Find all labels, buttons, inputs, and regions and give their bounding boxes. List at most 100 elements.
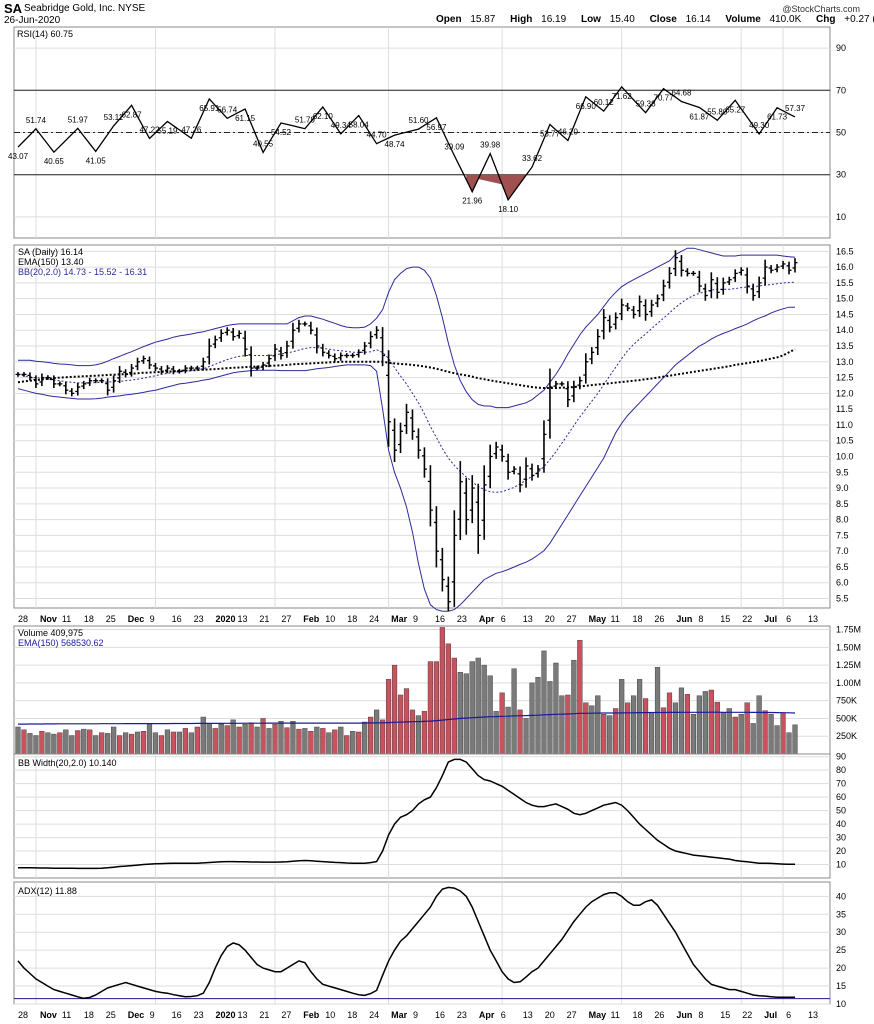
volume-bar bbox=[69, 735, 75, 755]
volume-bar bbox=[786, 732, 792, 755]
volume-bar bbox=[27, 733, 33, 755]
rsi-value-label: 56.97 bbox=[426, 123, 447, 132]
volume-bar bbox=[278, 721, 284, 755]
rsi-value-label: 40.65 bbox=[44, 157, 65, 166]
bottom-axis-xtick-label: 18 bbox=[632, 1010, 642, 1020]
rsi-value-label: 57.37 bbox=[785, 104, 806, 113]
bottom-axis-xtick-label: 26 bbox=[654, 1010, 664, 1020]
rsi-value-label: 49.34 bbox=[331, 121, 352, 130]
price-axis-xtick-label: 21 bbox=[259, 614, 269, 624]
volume-bar bbox=[122, 732, 129, 755]
rsi-value-label: 59.38 bbox=[636, 100, 657, 109]
bbw-panel bbox=[13, 753, 831, 879]
bottom-axis-xtick-label: 23 bbox=[194, 1010, 204, 1020]
volume-bar bbox=[481, 664, 487, 755]
bottom-axis-xtick-label: 11 bbox=[611, 1010, 620, 1020]
volume-bar bbox=[625, 702, 631, 755]
price-axis-xtick-label: Mar bbox=[391, 614, 408, 624]
volume-bar bbox=[326, 732, 332, 755]
price-axis-xtick-label: 16 bbox=[172, 614, 182, 624]
rsi-value-label: 62.87 bbox=[122, 110, 143, 119]
bottom-axis-xtick-label: Feb bbox=[303, 1010, 320, 1020]
bottom-axis-xtick-label: 13 bbox=[237, 1010, 247, 1020]
price-axis-xtick-label: 2020 bbox=[216, 614, 236, 624]
volume-bar bbox=[607, 715, 613, 755]
price-axis-xtick-label: Nov bbox=[40, 614, 57, 624]
bottom-axis-xtick-label: May bbox=[589, 1010, 607, 1020]
volume-bar bbox=[762, 710, 768, 755]
volume-bar bbox=[463, 673, 469, 755]
price-ytick-label: 16.5 bbox=[836, 246, 854, 256]
volume-bar bbox=[720, 712, 726, 755]
volume-bar bbox=[571, 659, 577, 755]
rsi-ytick-label: 70 bbox=[836, 85, 846, 95]
volume-bar bbox=[768, 713, 774, 755]
volume-bar bbox=[708, 689, 714, 755]
volume-bar bbox=[744, 702, 750, 755]
volume-bar bbox=[457, 672, 463, 755]
volume-bar bbox=[613, 708, 619, 755]
volume-bar bbox=[218, 723, 224, 755]
price-ytick-label: 6.0 bbox=[836, 578, 849, 588]
rsi-oversold-fill bbox=[466, 174, 527, 200]
vol-ytick-label: 250K bbox=[836, 731, 857, 741]
bbw-ytick-label: 30 bbox=[836, 833, 846, 843]
bbw-ytick-label: 80 bbox=[836, 765, 846, 775]
rsi-value-label: 48.74 bbox=[385, 140, 406, 149]
price-axis-xtick-label: 28 bbox=[18, 614, 28, 624]
bottom-axis-xtick-label: 18 bbox=[84, 1010, 94, 1020]
volume-bar bbox=[445, 643, 451, 755]
bottom-axis-xtick-label: 13 bbox=[523, 1010, 533, 1020]
bottom-axis-xtick-label: 20 bbox=[545, 1010, 555, 1020]
volume-bar bbox=[332, 729, 338, 755]
price-axis-xtick-label: 24 bbox=[369, 614, 379, 624]
price-axis-xtick-label: 18 bbox=[347, 614, 357, 624]
bottom-axis-xtick-label: Mar bbox=[391, 1010, 408, 1020]
bollinger-lower-band bbox=[17, 306, 795, 612]
price-axis-xtick-label: 13 bbox=[523, 614, 533, 624]
price-axis-xtick-label: Feb bbox=[303, 614, 320, 624]
price-ytick-label: 5.5 bbox=[836, 594, 849, 604]
volume-bar bbox=[427, 661, 433, 755]
volume-bar bbox=[678, 687, 685, 755]
price-axis-xtick-label: 13 bbox=[237, 614, 247, 624]
price-axis-xtick-label: 23 bbox=[457, 614, 467, 624]
volume-bar bbox=[21, 729, 27, 755]
rsi-value-label: 58.04 bbox=[349, 121, 370, 130]
bottom-axis-xtick-label: Dec bbox=[128, 1010, 145, 1020]
price-ytick-label: 15.0 bbox=[836, 294, 854, 304]
vol-ytick-label: 750K bbox=[836, 696, 857, 706]
volume-ema-legend: EMA(150) 568530.62 bbox=[18, 638, 104, 648]
volume-bar bbox=[439, 627, 445, 755]
volume-bar bbox=[792, 724, 798, 755]
volume-bar bbox=[565, 694, 571, 755]
price-axis-xtick-label: 6 bbox=[501, 614, 506, 624]
rsi-value-label: 54.52 bbox=[271, 128, 292, 137]
volume-bar bbox=[182, 728, 188, 755]
volume-bar bbox=[732, 716, 738, 755]
volume-bar bbox=[374, 709, 380, 755]
volume-bar bbox=[296, 728, 302, 755]
adx-ytick-label: 15 bbox=[836, 981, 846, 991]
price-ytick-label: 14.0 bbox=[836, 325, 854, 335]
price-axis-xtick-label: 20 bbox=[545, 614, 555, 624]
bottom-axis-xtick-label: Apr bbox=[479, 1010, 495, 1020]
volume-bar bbox=[619, 679, 625, 755]
price-axis-xtick-label: 22 bbox=[742, 614, 752, 624]
price-axis-xtick-label: 11 bbox=[611, 614, 620, 624]
rsi-value-label: 51.79 bbox=[295, 116, 316, 125]
rsi-value-label: 21.96 bbox=[462, 197, 483, 206]
ema150-line bbox=[17, 348, 796, 389]
volume-bar bbox=[75, 730, 81, 755]
bottom-axis-xtick-label: 25 bbox=[106, 1010, 116, 1020]
volume-bar bbox=[583, 702, 589, 755]
volume-bar bbox=[666, 692, 673, 755]
vol-ytick-label: 1.25M bbox=[836, 660, 861, 670]
volume-bar bbox=[15, 726, 21, 755]
volume-bar bbox=[39, 731, 45, 755]
bottom-axis-xtick-label: 9 bbox=[413, 1010, 418, 1020]
volume-bar bbox=[254, 726, 260, 755]
rsi-value-label: 70.77 bbox=[654, 94, 675, 103]
volume-bar bbox=[475, 657, 481, 755]
volume-bar bbox=[559, 695, 565, 755]
